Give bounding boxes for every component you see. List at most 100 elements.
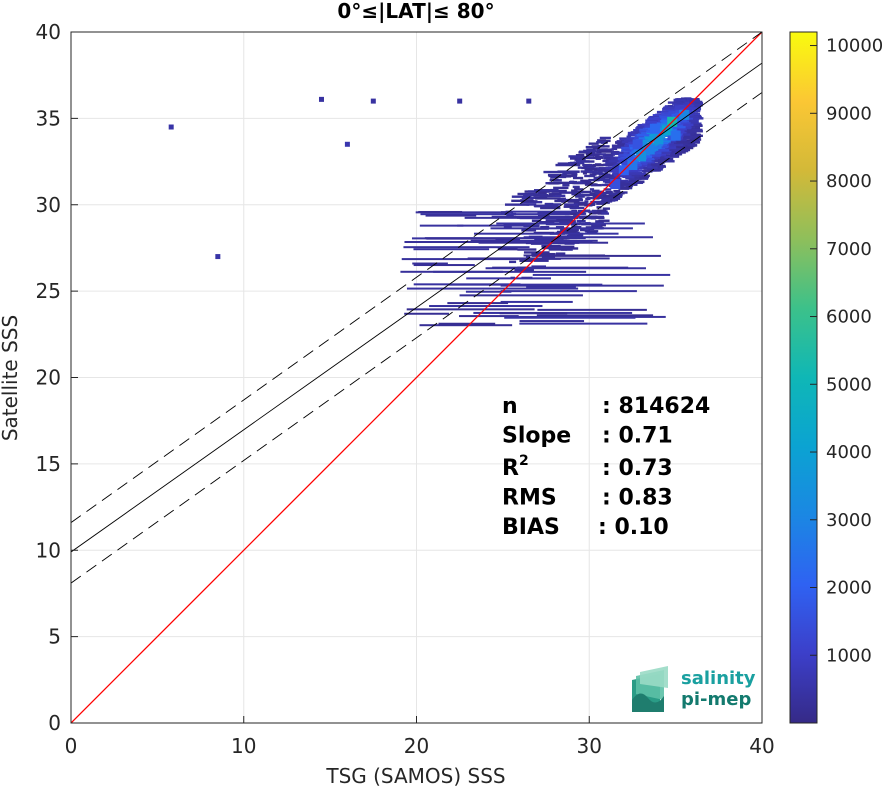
density-cell	[589, 151, 596, 154]
density-point	[649, 123, 660, 134]
density-cell	[644, 169, 653, 173]
y-tick-label: 30	[36, 193, 61, 217]
density-cell	[557, 162, 572, 165]
density-cell	[661, 113, 672, 117]
density-cell	[576, 203, 587, 206]
density-cell	[630, 136, 643, 140]
density-cell	[639, 130, 647, 133]
density-cell	[605, 190, 613, 194]
density-cell	[519, 259, 534, 262]
density-streak	[404, 312, 449, 315]
density-cell	[618, 187, 630, 190]
density-cell	[687, 130, 702, 133]
density-cell	[617, 157, 628, 161]
density-cell	[630, 180, 640, 183]
density-cell	[557, 170, 580, 173]
colorbar-tick-label: 5000	[826, 374, 872, 395]
density-cell	[630, 131, 643, 134]
density-cell	[657, 122, 664, 126]
density-cell	[613, 189, 621, 193]
density-cell	[537, 192, 547, 195]
density-streak	[519, 322, 648, 325]
density-streak	[532, 273, 671, 276]
density-cell	[541, 256, 556, 259]
density-cell	[582, 172, 587, 175]
line-fit+	[71, 32, 762, 523]
density-cell	[573, 161, 585, 164]
density-cell	[579, 150, 590, 153]
density-cell	[592, 147, 601, 150]
density-point	[457, 98, 463, 104]
density-cell	[642, 162, 648, 166]
density-cell	[573, 174, 578, 178]
density-cell	[533, 259, 549, 262]
density-cell	[688, 117, 700, 121]
density-cell	[590, 200, 605, 204]
density-cell	[590, 217, 597, 220]
density-cell	[604, 148, 614, 151]
density-cell	[584, 174, 595, 178]
density-cell	[517, 248, 537, 251]
x-tick-label: 20	[404, 734, 429, 758]
density-cell	[646, 155, 654, 158]
regression-lines	[71, 32, 762, 723]
density-streak	[457, 224, 535, 227]
colorbar-tick-label: 3000	[826, 510, 872, 531]
colorbar-tick-label: 9000	[826, 103, 872, 124]
density-cell	[553, 181, 580, 185]
density-cell	[660, 145, 670, 149]
density-cell	[589, 173, 597, 176]
density-cell	[695, 105, 701, 109]
density-cell	[580, 179, 592, 183]
density-cell	[686, 100, 691, 103]
stat-label: n	[502, 394, 518, 419]
stat-superscript: 2	[519, 453, 529, 469]
density-streak	[505, 210, 576, 213]
density-cell	[628, 174, 639, 177]
y-tick-label: 35	[36, 106, 61, 130]
density-cell	[551, 192, 562, 196]
density-cell	[626, 135, 632, 138]
density-cell	[654, 151, 662, 155]
density-cell	[687, 122, 702, 125]
density-cell	[572, 185, 580, 189]
density-cell	[547, 173, 567, 177]
density-cell	[602, 159, 615, 163]
density-cell	[624, 144, 629, 147]
density-cell	[658, 165, 664, 169]
density-cell	[576, 219, 581, 223]
density-cell	[592, 163, 604, 167]
density-cell	[684, 126, 692, 129]
density-cell	[683, 123, 694, 127]
density-cell	[504, 203, 530, 206]
density-cell	[689, 102, 704, 105]
density-cell	[651, 122, 658, 125]
density-cell	[509, 260, 517, 264]
density-cell	[596, 202, 606, 205]
density-cell	[686, 113, 700, 117]
density-streak	[519, 217, 579, 220]
density-cell	[621, 152, 628, 155]
density-streak	[500, 300, 573, 303]
density-cell	[497, 247, 518, 251]
density-cell	[676, 141, 691, 144]
density-cell	[611, 147, 618, 151]
density-cell	[602, 207, 610, 210]
density-cell	[598, 175, 611, 179]
density-cell	[560, 228, 579, 232]
colorbar-tick-label: 1000	[826, 645, 872, 666]
density-cell	[562, 184, 570, 187]
density-cell	[641, 123, 652, 126]
density-cell	[645, 119, 659, 122]
density-cell	[577, 190, 592, 194]
density-cell	[574, 158, 586, 161]
density-cell	[540, 225, 550, 229]
density-cell	[590, 183, 602, 187]
y-tick-label: 10	[36, 538, 61, 562]
density-streak	[536, 314, 654, 317]
density-streak	[418, 210, 463, 213]
density-streak	[406, 287, 579, 290]
density-streak	[458, 315, 519, 318]
density-cell	[623, 154, 628, 157]
density-cell	[687, 144, 698, 147]
